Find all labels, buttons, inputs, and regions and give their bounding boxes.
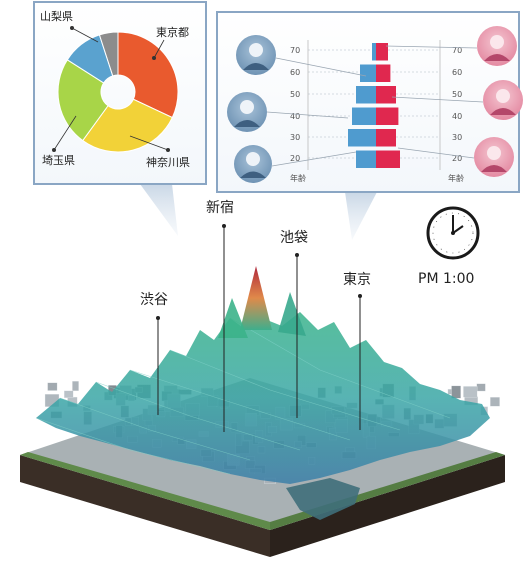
leader-dot-tokyo [152, 56, 156, 60]
leader-tokyo [153, 39, 165, 59]
leader-saitama [53, 115, 77, 151]
pyramid-panel: 70 60 50 40 30 20 70 60 50 40 30 20 年齢 年… [216, 11, 523, 193]
pyramid-bar-male-30 [348, 129, 376, 147]
map-base-side-left [20, 455, 270, 557]
pyramid-bar-male-70 [372, 43, 376, 61]
clock-icon [426, 206, 480, 260]
map-label-shinjuku: 新宿 [206, 199, 234, 216]
city-block [451, 385, 461, 399]
pin-shinjuku [222, 224, 226, 432]
pie-slice-0 [117, 31, 179, 119]
tick-right-20: 20 [452, 154, 462, 163]
male-avatar-2 [227, 92, 267, 132]
map-base-side-right [270, 455, 505, 557]
leader-yamanashi [71, 27, 99, 43]
pin-tokyo [358, 294, 362, 430]
city-block [64, 390, 74, 398]
pin-shibuya [156, 316, 160, 415]
pie-label-saitama: 埼玉県 [42, 153, 75, 167]
clock-time: PM 1:00 [418, 271, 474, 287]
density-surface [36, 312, 490, 484]
axis-label-right: 年齢 [448, 173, 464, 183]
density-peak [240, 266, 272, 330]
pyramid-connectors [266, 45, 484, 167]
tick-right-60: 60 [452, 68, 462, 77]
tick-right-40: 40 [452, 112, 462, 121]
pyramid-bar-female-30 [376, 129, 396, 147]
female-avatar-3 [474, 137, 514, 177]
tick-left-70: 70 [290, 46, 300, 55]
tick-right-70: 70 [452, 46, 462, 55]
city-map-3d [20, 266, 505, 557]
female-avatar-2 [483, 80, 523, 120]
tick-left-60: 60 [290, 68, 300, 77]
tick-left-50: 50 [290, 90, 300, 99]
pie-slice-4 [98, 31, 119, 77]
density-surface-mesh [35, 317, 451, 475]
tick-right-30: 30 [452, 133, 462, 142]
pyramid-bar-female-20 [376, 150, 400, 168]
city-block [463, 386, 478, 398]
pie-panel: 山梨県 東京都 神奈川県 埼玉県 [33, 1, 207, 185]
map-label-tokyo: 東京 [343, 272, 371, 288]
pie-label-yamanashi: 山梨県 [40, 9, 73, 23]
pin-ikebukuro [295, 253, 299, 418]
city-block [476, 383, 486, 392]
male-avatar-3 [234, 145, 272, 183]
leader-dot-yamanashi [70, 26, 74, 30]
leader-kanagawa [129, 135, 169, 151]
pie-slice-1 [82, 98, 173, 153]
tick-left-40: 40 [290, 112, 300, 121]
pyramid-bar-male-40 [352, 107, 376, 125]
map-label-shibuya: 渋谷 [140, 292, 168, 308]
male-avatar-1 [236, 35, 276, 75]
city-block [490, 397, 500, 407]
pyramid-bar-male-20 [356, 150, 376, 168]
pyramid-bar-male-60 [360, 64, 376, 82]
density-peak-2 [218, 298, 248, 338]
pyramid-bar-female-70 [376, 43, 388, 61]
pyramid-bar-female-40 [376, 107, 399, 125]
pie-callout-tail [140, 184, 178, 236]
leader-dot-kanagawa [166, 148, 170, 152]
population-pyramid [348, 43, 400, 168]
tick-right-50: 50 [452, 90, 462, 99]
pie-slice-2 [57, 59, 109, 142]
city-block [47, 382, 58, 391]
tick-left-20: 20 [290, 154, 300, 163]
map-label-ikebukuro: 池袋 [280, 230, 308, 246]
pie-chart [57, 31, 179, 153]
pie-label-tokyo: 東京都 [156, 25, 189, 39]
city-block [72, 381, 79, 392]
pie-label-kanagawa: 神奈川県 [146, 155, 190, 169]
leader-dot-saitama [52, 148, 56, 152]
map-grass-edge [20, 452, 270, 530]
axis-label-left: 年齢 [290, 173, 306, 183]
river [286, 478, 360, 520]
pyramid-bar-female-60 [376, 64, 391, 82]
pyramid-bar-male-50 [356, 86, 376, 104]
female-avatar-1 [477, 26, 517, 66]
tick-left-30: 30 [290, 133, 300, 142]
density-peak-3 [278, 292, 306, 336]
pyramid-callout-tail [345, 192, 377, 240]
pyramid-bar-female-50 [376, 86, 396, 104]
